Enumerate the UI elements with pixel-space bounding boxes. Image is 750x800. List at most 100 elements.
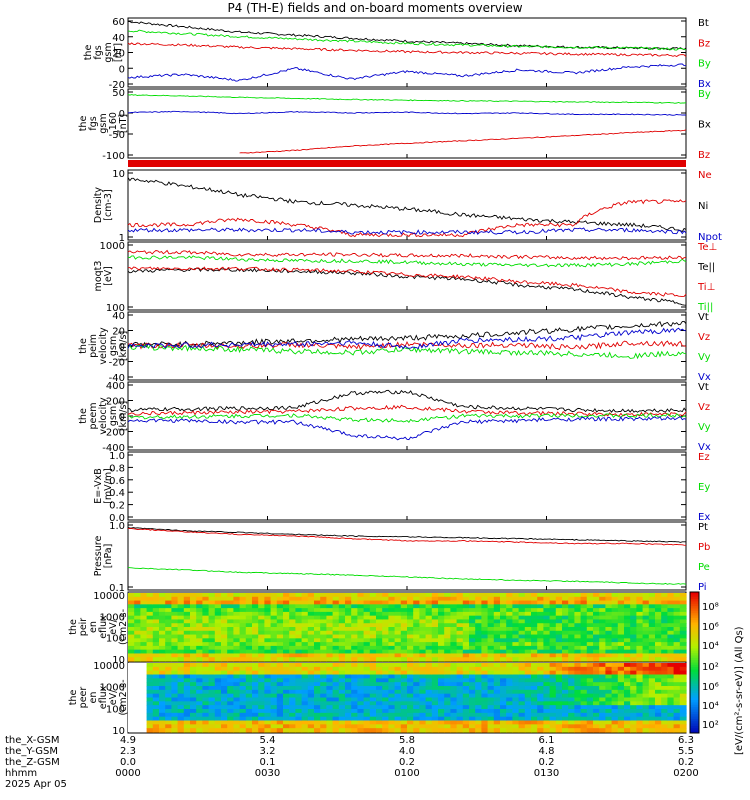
spectrogram-cell xyxy=(283,693,290,699)
spectrogram-cell xyxy=(382,682,389,687)
spectrogram-cell xyxy=(314,716,321,722)
spectrogram-cell xyxy=(456,670,464,676)
spectrogram-cell xyxy=(270,724,278,729)
spectrogram-cell xyxy=(555,670,563,676)
spectrogram-cell xyxy=(524,611,532,617)
spectrogram-cell xyxy=(177,674,185,679)
spectrogram-cell xyxy=(599,716,606,722)
spectrogram-cell xyxy=(531,638,538,643)
spectrogram-cell xyxy=(500,716,507,722)
spectrogram-cell xyxy=(605,724,613,729)
spectrogram-cell xyxy=(419,623,427,628)
spectrogram-cell xyxy=(655,701,662,706)
spectrogram-cell xyxy=(326,720,334,725)
spectrogram-cell xyxy=(202,645,210,651)
spectrogram-cell xyxy=(202,701,210,706)
spectrogram-cell xyxy=(388,686,396,691)
spectrogram-cell xyxy=(289,701,296,706)
spectrogram-cell xyxy=(146,634,154,639)
spectrogram-cell xyxy=(400,728,408,733)
spectrogram-cell xyxy=(214,596,222,602)
spectrogram-cell xyxy=(469,720,476,725)
spectrogram-cell xyxy=(431,611,439,617)
spectrogram-cell xyxy=(438,670,445,676)
spectrogram-cell xyxy=(400,670,408,676)
spectrogram-cell xyxy=(549,693,557,699)
colorbar-segment xyxy=(690,711,699,715)
spectrogram-cell xyxy=(301,657,309,662)
spectrogram-cell xyxy=(605,600,613,605)
spectrogram-cell xyxy=(624,720,631,725)
spectrogram-cell xyxy=(214,705,222,710)
spectrogram-cell xyxy=(500,642,507,647)
spectrogram-cell xyxy=(369,630,377,636)
spectrogram-cell xyxy=(159,670,166,676)
spectrogram-cell xyxy=(159,638,166,643)
spectrogram-cell xyxy=(599,689,606,695)
spectrogram-cell xyxy=(512,645,520,651)
spectrogram-cell xyxy=(537,720,544,725)
spectrogram-cell xyxy=(642,600,650,605)
spectrogram-cell xyxy=(586,608,594,613)
spectrogram-cell xyxy=(624,600,631,605)
spectrogram-cell xyxy=(388,630,396,636)
spectrogram-cell xyxy=(382,593,389,598)
y-tick-label: 0.4 xyxy=(109,488,125,499)
spectrogram-cell xyxy=(351,657,358,662)
spectrogram-cell xyxy=(183,697,191,702)
spectrogram-cell xyxy=(134,630,141,636)
spectrogram-cell xyxy=(221,720,228,725)
spectrogram-cell xyxy=(301,678,309,683)
spectrogram-cell xyxy=(208,712,216,718)
spectrogram-cell xyxy=(332,645,340,651)
spectrogram-cell xyxy=(673,593,681,598)
spectrogram-cell xyxy=(462,608,470,613)
spectrogram-cell xyxy=(673,686,681,691)
spectrogram-cell xyxy=(562,678,569,683)
spectrogram-cell xyxy=(171,728,179,733)
spectrogram-cell xyxy=(487,693,495,699)
spectrogram-cell xyxy=(276,649,284,655)
spectrogram-cell xyxy=(667,653,675,658)
spectrogram-cell xyxy=(655,642,662,647)
spectrogram-cell xyxy=(673,600,681,605)
spectrogram-cell xyxy=(518,630,526,636)
spectrogram-cell xyxy=(611,663,619,668)
spectrogram-cell xyxy=(562,642,569,647)
spectrogram-cell xyxy=(413,642,420,647)
spectrogram-cell xyxy=(214,693,222,699)
spectrogram-cell xyxy=(475,649,482,655)
spectrogram-cell xyxy=(171,705,179,710)
spectrogram-cell xyxy=(469,709,476,714)
spectrogram-cell xyxy=(245,686,253,691)
spectrogram-cell xyxy=(128,615,135,621)
spectrogram-cell xyxy=(202,666,210,672)
spectrogram-cell xyxy=(518,724,526,729)
spectrogram-cell xyxy=(332,689,340,695)
spectrogram-cell xyxy=(617,623,625,628)
spectrogram-cell xyxy=(568,682,575,687)
spectrogram-cell xyxy=(562,697,569,702)
spectrogram-cell xyxy=(555,638,563,643)
colorbar-segment xyxy=(690,683,699,687)
spectrogram-cell xyxy=(555,716,563,722)
spectrogram-cell xyxy=(400,596,408,602)
spectrogram-cell xyxy=(369,653,377,658)
spectrogram-cell xyxy=(624,678,631,683)
spectrogram-cell xyxy=(444,611,451,617)
spectrogram-cell xyxy=(388,615,396,621)
spectrogram-cell xyxy=(642,653,650,658)
spectrogram-cell xyxy=(363,645,371,651)
spectrogram-cell xyxy=(636,604,644,609)
y-tick-label: 0 xyxy=(119,342,125,353)
spectrogram-cell xyxy=(165,720,172,725)
spectrogram-cell xyxy=(555,697,563,702)
spectrogram-cell xyxy=(624,701,631,706)
spectrogram-cell xyxy=(320,728,327,733)
spectrogram-cell xyxy=(239,642,247,647)
spectrogram-cell xyxy=(301,645,309,651)
spectrogram-cell xyxy=(183,634,191,639)
spectrogram-cell xyxy=(214,645,222,651)
y-tick-label: 1000 xyxy=(100,241,125,252)
spectrogram-cell xyxy=(202,623,210,628)
